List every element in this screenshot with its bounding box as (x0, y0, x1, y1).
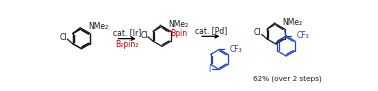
Text: CF₃: CF₃ (229, 45, 242, 54)
Text: B₂pin₂: B₂pin₂ (115, 40, 139, 49)
Text: Cl: Cl (60, 33, 67, 42)
Text: CF₃: CF₃ (296, 31, 309, 40)
Text: Bpin: Bpin (170, 29, 187, 38)
Text: Cl: Cl (140, 31, 148, 40)
Text: 62% (over 2 steps): 62% (over 2 steps) (253, 75, 322, 82)
Text: NMe₂: NMe₂ (88, 22, 108, 31)
Text: I: I (208, 65, 210, 74)
Text: NMe₂: NMe₂ (169, 20, 189, 29)
Text: Cl: Cl (254, 28, 262, 37)
Text: cat. [Ir]: cat. [Ir] (113, 28, 141, 37)
Text: NMe₂: NMe₂ (283, 18, 303, 27)
Text: cat. [Pd]: cat. [Pd] (195, 26, 227, 35)
